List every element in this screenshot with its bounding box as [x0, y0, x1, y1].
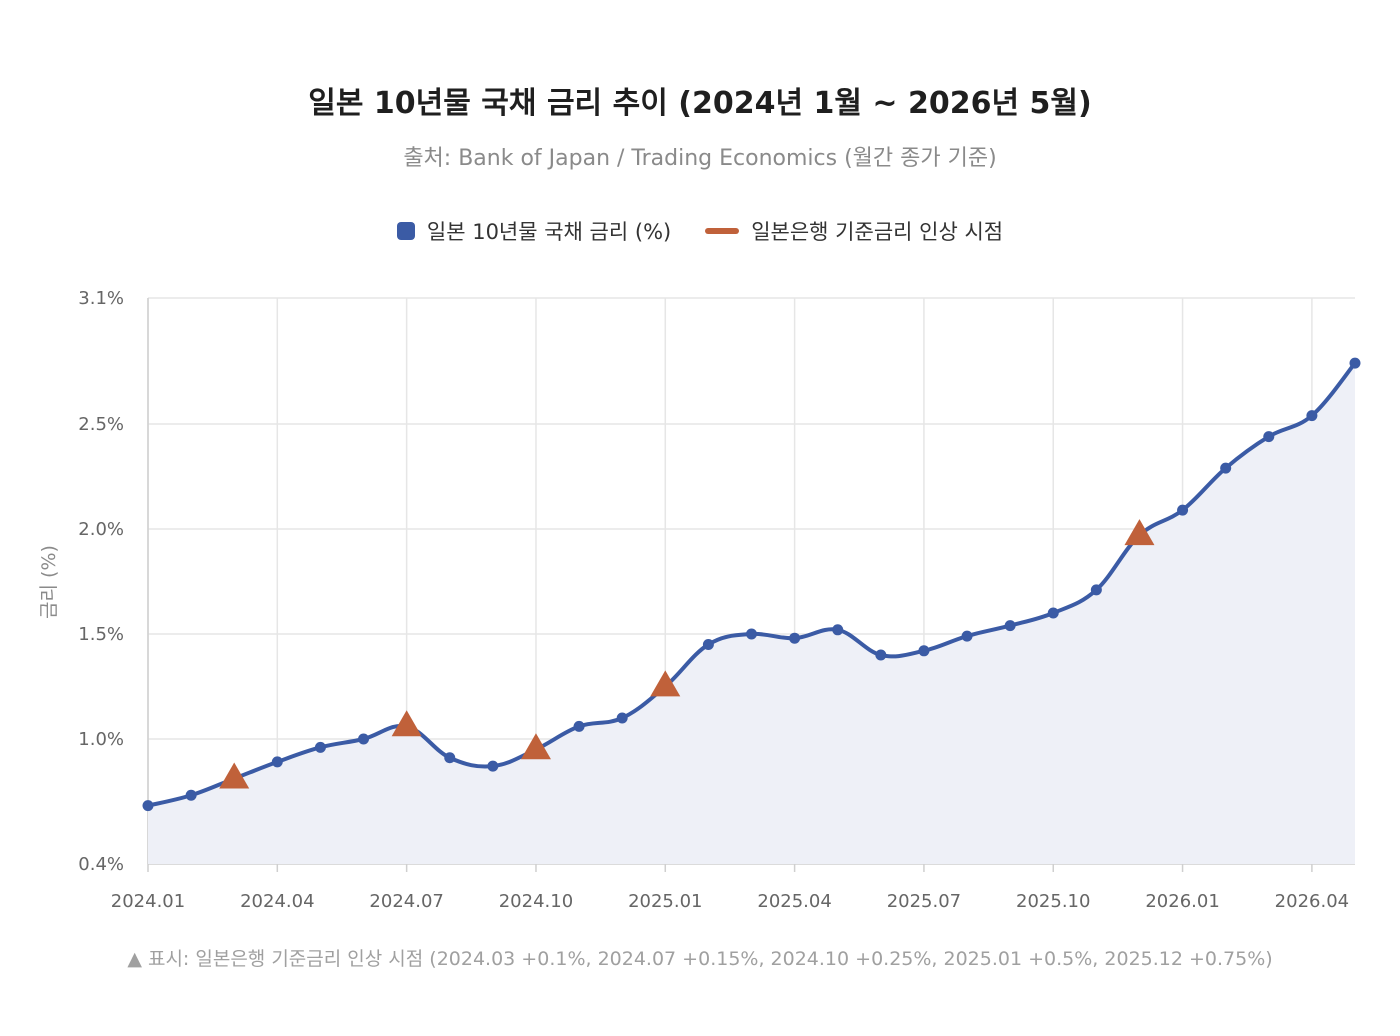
- data-point-yield: [1090, 584, 1102, 596]
- y-tick-label: 1.5%: [78, 624, 124, 645]
- rate-hike-marker: [520, 733, 551, 760]
- data-point-yield: [185, 789, 197, 801]
- legend-label-yield: 일본 10년물 국채 금리 (%): [426, 220, 672, 244]
- data-point-yield: [444, 752, 456, 764]
- legend-item-rate-hike[interactable]: 일본은행 기준금리 인상 시점: [705, 216, 1003, 246]
- legend-swatch-yield: [396, 222, 415, 240]
- legend-swatch-rate-hike: [705, 228, 740, 234]
- x-tick-label: 2024.04: [240, 891, 314, 912]
- x-tick-label: 2024.07: [369, 891, 443, 912]
- y-tick-label: 1.0%: [78, 729, 124, 750]
- x-tick-label: 2024.10: [499, 891, 573, 912]
- legend: 일본 10년물 국채 금리 (%) 일본은행 기준금리 인상 시점: [0, 216, 1400, 246]
- data-point-yield: [487, 760, 499, 772]
- data-point-yield: [1349, 357, 1361, 369]
- data-point-yield: [961, 630, 973, 642]
- chart-subtitle: 출처: Bank of Japan / Trading Economics (월…: [403, 146, 997, 171]
- data-point-yield: [702, 639, 714, 650]
- data-point-yield: [1177, 504, 1189, 516]
- data-point-yield: [358, 733, 370, 745]
- y-tick-label: 2.0%: [78, 519, 124, 540]
- legend-label-rate-hike: 일본은행 기준금리 인상 시점: [751, 220, 1004, 244]
- legend-item-yield[interactable]: 일본 10년물 국채 금리 (%): [396, 216, 672, 246]
- data-point-yield: [918, 645, 930, 657]
- y-axis-title: 금리 (%): [38, 545, 60, 619]
- y-tick-label: 2.5%: [78, 414, 124, 435]
- rate-hike-markers: [219, 519, 1155, 789]
- x-tick-label: 2025.04: [757, 891, 831, 912]
- data-point-yield: [1306, 410, 1318, 422]
- data-point-yield: [789, 632, 801, 644]
- data-point-yield: [832, 624, 844, 636]
- area-fill: [148, 363, 1355, 864]
- chart-title: 일본 10년물 국채 금리 추이 (2024년 1월 ~ 2026년 5월): [308, 86, 1092, 121]
- rate-hike-marker: [650, 670, 681, 697]
- axes: [147, 298, 1313, 872]
- footnote: ▲ 표시: 일본은행 기준금리 인상 시점 (2024.03 +0.1%, 20…: [127, 948, 1273, 970]
- rate-hike-marker: [1124, 519, 1155, 546]
- data-point-yield: [616, 712, 628, 724]
- data-point-yield: [314, 741, 326, 753]
- series-area-yield: [148, 363, 1355, 864]
- y-tick-label: 3.1%: [78, 288, 124, 309]
- rate-hike-marker: [391, 710, 422, 737]
- rate-hike-marker: [219, 762, 250, 789]
- y-tick-label: 0.4%: [78, 854, 124, 875]
- data-point-yield: [271, 756, 283, 768]
- data-point-yield: [1263, 431, 1275, 443]
- data-point-yield: [1220, 462, 1232, 474]
- x-tick-label: 2025.10: [1016, 891, 1090, 912]
- x-tick-label: 2026.01: [1145, 891, 1219, 912]
- x-tick-label: 2025.01: [628, 891, 702, 912]
- x-tick-label: 2024.01: [111, 891, 185, 912]
- data-point-yield: [573, 720, 585, 732]
- x-tick-label: 2025.07: [887, 891, 961, 912]
- x-tick-label: 2026.04: [1275, 891, 1349, 912]
- tick-labels: 0.4% 1.0% 1.5% 2.0% 2.5% 3.1% 2024.01 2024.04 20…: [78, 288, 1349, 912]
- data-point-yield: [1004, 620, 1016, 632]
- data-point-yield: [746, 628, 757, 640]
- data-point-yield: [1047, 607, 1059, 619]
- data-point-yield: [142, 800, 154, 812]
- data-point-yield: [875, 649, 887, 661]
